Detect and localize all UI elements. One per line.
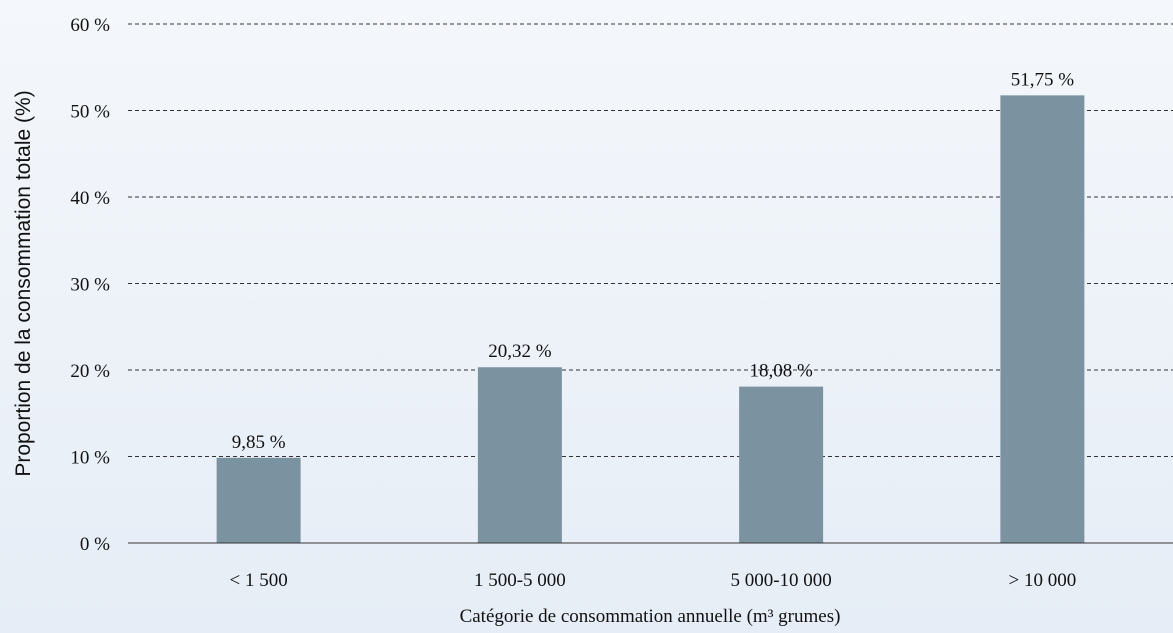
- bar: [739, 386, 824, 543]
- bar: [216, 457, 301, 543]
- y-axis-title: Proportion de la consommation totale (%): [12, 90, 35, 476]
- x-axis-title: Catégorie de consommation annuelle (m³ g…: [460, 606, 841, 627]
- data-label: 9,85 %: [232, 432, 286, 453]
- bars: [216, 95, 1085, 544]
- gridlines: [128, 23, 1173, 457]
- y-tick-label: 40 %: [70, 188, 110, 209]
- bar: [477, 367, 562, 543]
- y-tick-label: 30 %: [70, 275, 110, 296]
- data-labels: 9,85 % 20,32 % 18,08 % 51,75 %: [232, 69, 1075, 452]
- y-tick-label: 0 %: [80, 534, 110, 555]
- x-tick-label: 5 000-10 000: [730, 570, 831, 591]
- bar: [1000, 95, 1085, 544]
- data-label: 51,75 %: [1011, 69, 1075, 90]
- x-tick-label: < 1 500: [230, 570, 288, 591]
- y-tick-label: 50 %: [70, 102, 110, 123]
- y-tick-label: 60 %: [70, 15, 110, 36]
- y-tick-label: 10 %: [70, 448, 110, 469]
- x-axis-ticks: < 1 500 1 500-5 000 5 000-10 000 > 10 000: [230, 570, 1077, 591]
- data-label: 20,32 %: [488, 341, 552, 362]
- x-tick-label: 1 500-5 000: [474, 570, 566, 591]
- data-label: 18,08 %: [749, 361, 813, 382]
- y-tick-label: 20 %: [70, 361, 110, 382]
- x-tick-label: > 10 000: [1009, 570, 1077, 591]
- y-axis-ticks: 0 % 10 % 20 % 30 % 40 % 50 % 60 %: [70, 15, 110, 555]
